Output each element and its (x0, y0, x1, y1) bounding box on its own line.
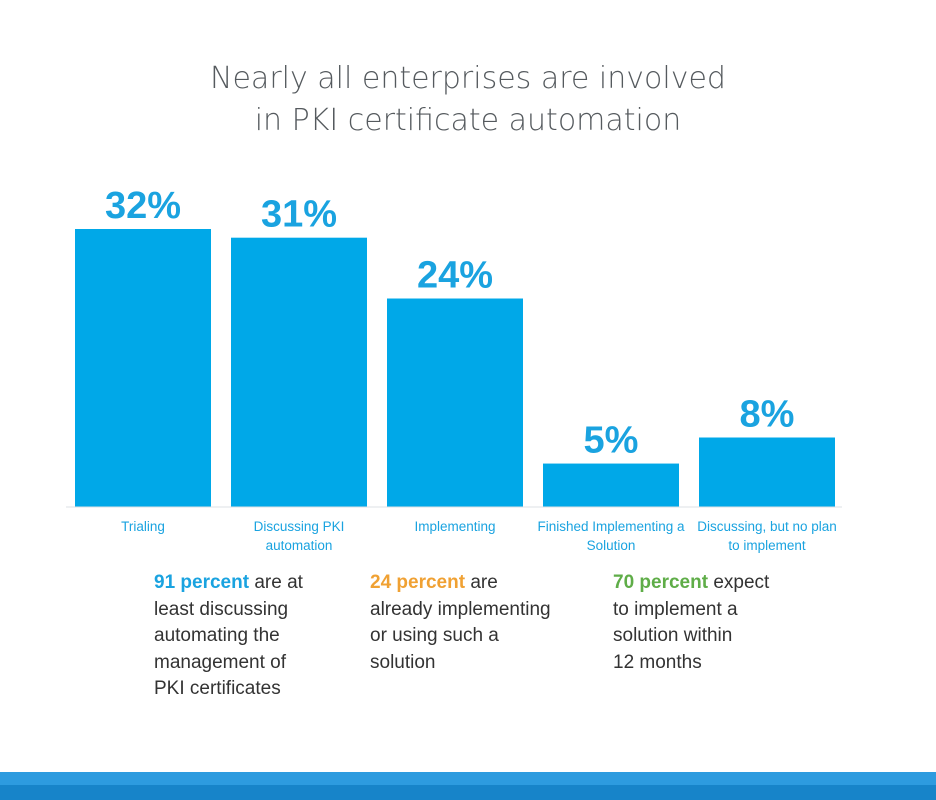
note-highlight: 91 percent (154, 572, 250, 593)
x-tick-label: automation (266, 538, 333, 553)
chart-title-line-1: Nearly all enterprises are involved (210, 61, 726, 96)
note-highlight: 24 percent (370, 572, 466, 593)
note-text: are (465, 572, 498, 593)
x-tick-label: Trialing (121, 519, 165, 534)
note-91-percent: 91 percent are at least discussing autom… (154, 570, 354, 703)
bar (231, 237, 367, 507)
bar (543, 463, 679, 507)
note-text: to implement a (613, 598, 738, 620)
note-text: least discussing (154, 598, 289, 620)
note-text: or using such a (370, 625, 499, 646)
note-text: solution within (613, 625, 733, 646)
note-text: already implementing (370, 598, 551, 620)
bar (699, 437, 835, 507)
bar (387, 298, 523, 507)
note-text: management of (154, 651, 287, 673)
x-tick-label: Discussing PKI (254, 519, 345, 534)
data-label: 8% (740, 394, 795, 436)
note-24-percent: 24 percent are already implementing or u… (370, 570, 590, 676)
x-tick-label: Discussing, but no plan (697, 519, 837, 534)
data-label: 5% (584, 420, 639, 462)
note-text: solution (370, 651, 436, 673)
note-text: 12 months (613, 651, 702, 673)
x-tick-label: to implement (728, 538, 806, 553)
chart-title-line-2: in PKI certificate automation (254, 103, 682, 138)
note-text: automating the (154, 625, 280, 646)
note-text: PKI certificates (154, 678, 281, 699)
note-text: are at (249, 572, 303, 593)
chart-title: Nearly all enterprises are involved in P… (0, 58, 936, 142)
footer-bar (0, 772, 936, 800)
note-70-percent: 70 percent expect to implement a solutio… (613, 570, 813, 676)
data-label: 32% (105, 185, 181, 227)
x-tick-label: Finished Implementing a (537, 519, 685, 534)
data-label: 31% (261, 194, 337, 236)
x-tick-label: Implementing (414, 519, 495, 534)
note-highlight: 70 percent (613, 572, 709, 593)
bar (75, 229, 211, 507)
data-label: 24% (417, 255, 493, 297)
bar-chart: 32% 31% 24% 5% 8% Trialing Discussing PKI auto… (66, 185, 842, 553)
note-text: expect (708, 572, 770, 593)
x-tick-label: Solution (587, 538, 636, 553)
